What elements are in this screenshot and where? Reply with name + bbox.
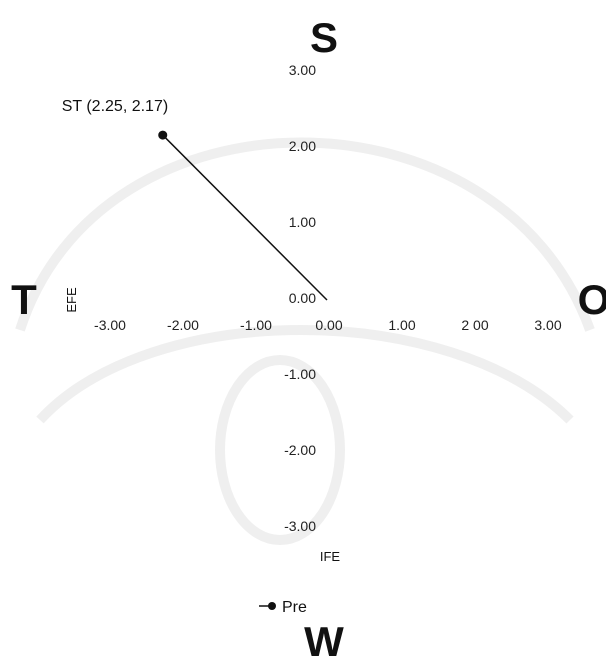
y-axis-title: IFE — [320, 549, 341, 564]
x-tick-label: -3.00 — [94, 317, 126, 333]
x-tick-label: 1.00 — [388, 317, 415, 333]
x-tick-label: 0.00 — [315, 317, 342, 333]
x-tick-label: -2.00 — [167, 317, 199, 333]
watermark-decoration — [15, 137, 595, 545]
data-point — [158, 130, 168, 140]
y-tick-label: 0.00 — [289, 290, 316, 306]
x-tick-label: -1.00 — [240, 317, 272, 333]
legend: Pre — [259, 599, 307, 616]
data-layer: ST (2.25, 2.17) — [62, 98, 328, 301]
x-tick-labels: -3.00 -2.00 -1.00 0.00 1.00 2 00 3.00 — [94, 317, 562, 333]
quadrant-label-right: O — [578, 276, 606, 323]
y-tick-labels: 3.00 2.00 1.00 0.00 -1.00 -2.00 -3.00 — [284, 62, 316, 534]
quadrant-label-left: T — [11, 276, 37, 323]
quadrant-label-top: S — [310, 14, 338, 61]
quadrant-label-bottom: W — [304, 618, 344, 658]
x-tick-label: 3.00 — [534, 317, 561, 333]
y-tick-label: 2.00 — [289, 138, 316, 154]
y-tick-label: -2.00 — [284, 442, 316, 458]
data-point-label: ST (2.25, 2.17) — [62, 98, 168, 115]
y-tick-label: 3.00 — [289, 62, 316, 78]
y-tick-label: 1.00 — [289, 214, 316, 230]
vector-line — [162, 134, 328, 301]
y-tick-label: -3.00 — [284, 518, 316, 534]
legend-entry-pre: Pre — [282, 599, 307, 616]
legend-marker-dot — [268, 602, 276, 610]
y-tick-label: -1.00 — [284, 366, 316, 382]
x-axis-title: EFE — [64, 287, 79, 313]
x-tick-label: 2 00 — [461, 317, 488, 333]
